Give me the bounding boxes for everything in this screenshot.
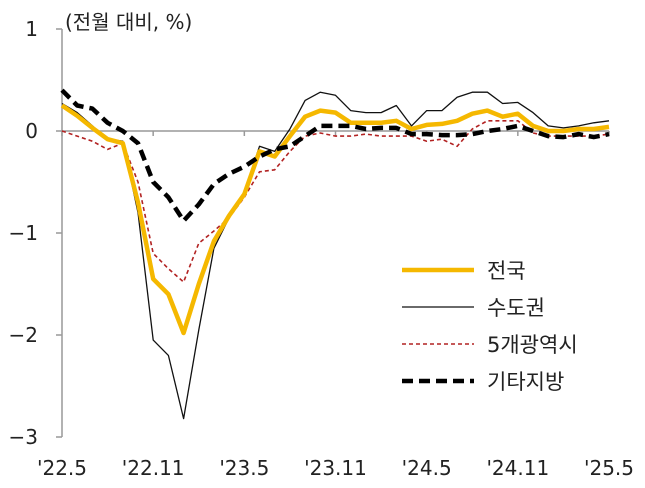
series-layer	[60, 88, 610, 420]
y-tick-label: −1	[9, 221, 38, 245]
x-tick-label: '23.5	[219, 456, 269, 480]
x-tick-label: '22.5	[37, 456, 87, 480]
series-line-기타지방	[60, 88, 610, 224]
legend-label: 수도권	[487, 296, 545, 320]
x-tick-label: '22.11	[122, 456, 185, 480]
y-axis-ticks: 1 0 −1 −2 −3	[9, 17, 62, 449]
legend-label: 전국	[487, 259, 526, 283]
x-tick-label: '23.11	[304, 456, 367, 480]
y-tick-label: −2	[9, 323, 38, 347]
series-line-수도권	[61, 91, 610, 420]
unit-label: (전월 대비, %)	[65, 10, 192, 34]
y-tick-label: 0	[25, 119, 38, 143]
legend-label: 기타지방	[487, 370, 564, 394]
x-tick-label: '24.5	[402, 456, 452, 480]
y-tick-label: −3	[9, 425, 38, 449]
x-tick-label: '25.5	[584, 456, 634, 480]
y-tick-label: 1	[25, 17, 38, 41]
series-line-5개광역시	[61, 120, 610, 283]
series-line-전국	[60, 103, 610, 336]
x-axis-ticks: '22.5 '22.11 '23.5 '23.11 '24.5 '24.11 '25.5	[37, 131, 634, 480]
x-tick-label: '24.11	[486, 456, 549, 480]
legend-label: 5개광역시	[487, 333, 578, 357]
